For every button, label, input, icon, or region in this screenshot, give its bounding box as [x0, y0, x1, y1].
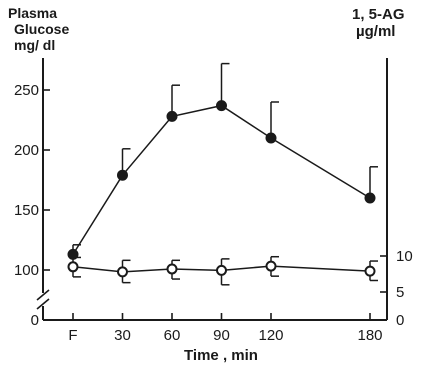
ag-series-line: [72, 265, 371, 273]
right-axis-title-line-1: 1, 5-AG: [352, 6, 405, 23]
glucose-point: [166, 110, 178, 122]
axis-break-mark-upper: [36, 289, 50, 301]
glucose-point: [117, 169, 128, 181]
left-axis-title-line-3: mg/ dl: [14, 37, 55, 53]
left-tick-label: 100: [14, 262, 39, 279]
ag-point: [166, 263, 178, 275]
glucose-point: [216, 100, 227, 112]
axis-break-mark-lower: [36, 298, 50, 310]
axes: 250 200 150 100 0 10 5 0 F 30 60 90 120 180: [14, 58, 413, 344]
x-tick-label: 120: [258, 327, 283, 344]
x-tick-label: 60: [164, 327, 181, 344]
right-axis-title-line-2: µg/ml: [356, 23, 395, 40]
chart-marks: [67, 62, 378, 286]
ag-point: [265, 260, 277, 272]
left-tick-label: 250: [14, 82, 39, 99]
ag-point: [364, 265, 376, 277]
right-tick-label: 0: [396, 312, 404, 329]
left-axis-title-line-1: Plasma: [8, 5, 57, 21]
right-tick-label: 5: [396, 284, 404, 301]
x-tick-label: F: [68, 327, 77, 344]
left-tick-label: 200: [14, 142, 39, 159]
x-tick-label: 90: [213, 327, 230, 344]
glucose-series-line: [72, 104, 371, 255]
ag-point: [67, 261, 79, 273]
right-tick-label: 10: [396, 248, 413, 265]
left-axis-title-line-2: Glucose: [14, 21, 69, 37]
ag-point: [216, 264, 227, 276]
x-axis-title: Time , min: [184, 347, 258, 364]
glucose-point: [265, 132, 277, 144]
x-tick-label: 180: [357, 327, 382, 344]
left-tick-label: 0: [31, 312, 39, 329]
glucose-point: [364, 192, 376, 204]
x-tick-label: 30: [114, 327, 131, 344]
ag-point: [117, 266, 128, 278]
left-tick-label: 150: [14, 202, 39, 219]
